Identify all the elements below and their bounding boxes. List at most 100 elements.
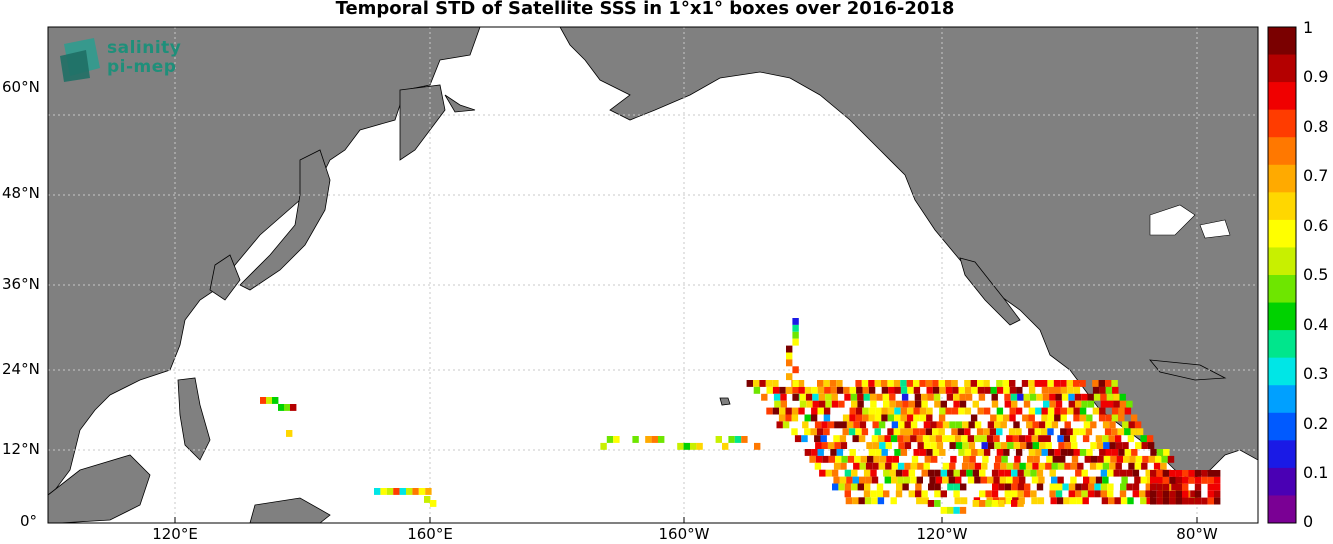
std-cell [867, 455, 874, 463]
std-cell [804, 386, 812, 394]
std-cell [1097, 455, 1104, 463]
colorbar-frame [1267, 26, 1297, 524]
std-cell [1047, 380, 1054, 387]
std-cell [792, 366, 799, 374]
colorbar-segment [1268, 385, 1296, 414]
std-cell [1011, 400, 1018, 408]
std-cell [926, 407, 933, 415]
std-cell [915, 490, 922, 498]
std-cell [1032, 421, 1039, 429]
std-cell [1017, 500, 1024, 507]
std-cell [1127, 497, 1134, 505]
std-cell [418, 488, 426, 495]
std-cell [1113, 400, 1120, 408]
colorbar-tick: 0.6 [1303, 216, 1329, 235]
std-cell [1124, 407, 1132, 415]
std-cell [879, 442, 886, 449]
std-cell [1132, 490, 1139, 498]
std-cell [786, 352, 793, 360]
std-cell [1110, 455, 1117, 463]
std-cell [1049, 400, 1056, 408]
std-cell [1105, 380, 1112, 387]
std-cell [891, 476, 898, 484]
std-cell [1106, 393, 1114, 401]
std-cell [1067, 449, 1074, 456]
std-cell [1169, 476, 1176, 484]
std-cell [814, 435, 821, 443]
std-cell [1063, 497, 1070, 505]
std-cell [974, 421, 982, 429]
std-cell [855, 380, 862, 387]
std-cell [1161, 455, 1168, 463]
std-cell [884, 435, 891, 443]
std-cell [1118, 407, 1125, 415]
std-cell [984, 386, 991, 394]
std-cell [1031, 476, 1039, 484]
std-cell [989, 428, 997, 436]
std-cell [1073, 380, 1080, 387]
std-cell [889, 469, 896, 477]
std-cell [831, 393, 838, 401]
std-cell [865, 476, 872, 484]
std-cell [1117, 428, 1125, 436]
std-cell [1175, 476, 1182, 484]
std-cell [981, 462, 988, 470]
salinity-pimep-logo: salinity pi-mep [60, 38, 190, 82]
std-cell [1072, 428, 1080, 436]
std-cell [840, 462, 847, 470]
std-cell [967, 476, 975, 484]
std-cell [1012, 476, 1019, 484]
std-cell [815, 442, 822, 449]
std-cell [696, 442, 703, 450]
std-cell [830, 449, 837, 456]
std-cell [858, 435, 866, 443]
std-cell [1004, 469, 1012, 477]
std-cell [1070, 462, 1078, 470]
map-frame [47, 26, 1259, 524]
std-cell [971, 386, 978, 394]
std-cell [1009, 407, 1016, 415]
lat-label-60n: 60°N [2, 78, 40, 96]
std-cell [776, 421, 783, 429]
std-cell [881, 407, 888, 415]
std-cell [1103, 442, 1110, 449]
std-cell [1121, 476, 1128, 484]
std-cell [900, 414, 907, 422]
std-cell [970, 380, 977, 387]
std-cell [786, 373, 793, 381]
std-cell [1141, 462, 1148, 470]
std-cell [1081, 400, 1088, 408]
std-cell [792, 338, 799, 346]
lon-label-80w: 80°W [1176, 525, 1218, 543]
std-cell [935, 476, 943, 484]
logo-text-salinity: salinity [107, 38, 182, 58]
std-cell [1035, 407, 1042, 415]
std-cell [785, 407, 792, 415]
std-cell [1059, 455, 1066, 463]
std-cell [825, 393, 832, 401]
std-cell [870, 490, 877, 498]
std-cell [1171, 483, 1178, 491]
std-cell [1098, 414, 1106, 422]
std-cell [1017, 490, 1024, 498]
std-cell [1194, 490, 1202, 498]
land-newguinea [249, 497, 331, 524]
std-cell [1060, 386, 1068, 394]
lon-label-160w: 160°W [658, 525, 710, 543]
std-cell [1090, 421, 1097, 429]
std-cell [1162, 483, 1170, 491]
std-cell [828, 455, 835, 463]
std-cell [889, 400, 896, 408]
std-cell [810, 428, 817, 436]
std-cell [1009, 414, 1016, 422]
std-cell [1051, 476, 1058, 484]
colorbar-segment [1268, 467, 1296, 496]
std-cell [910, 462, 918, 470]
std-cell [977, 407, 984, 415]
std-cell [1011, 469, 1018, 477]
std-cell [1016, 386, 1023, 394]
std-cell [1081, 393, 1088, 401]
colorbar-segment [1268, 302, 1296, 331]
std-cell [1012, 435, 1019, 443]
std-cell [921, 400, 928, 408]
